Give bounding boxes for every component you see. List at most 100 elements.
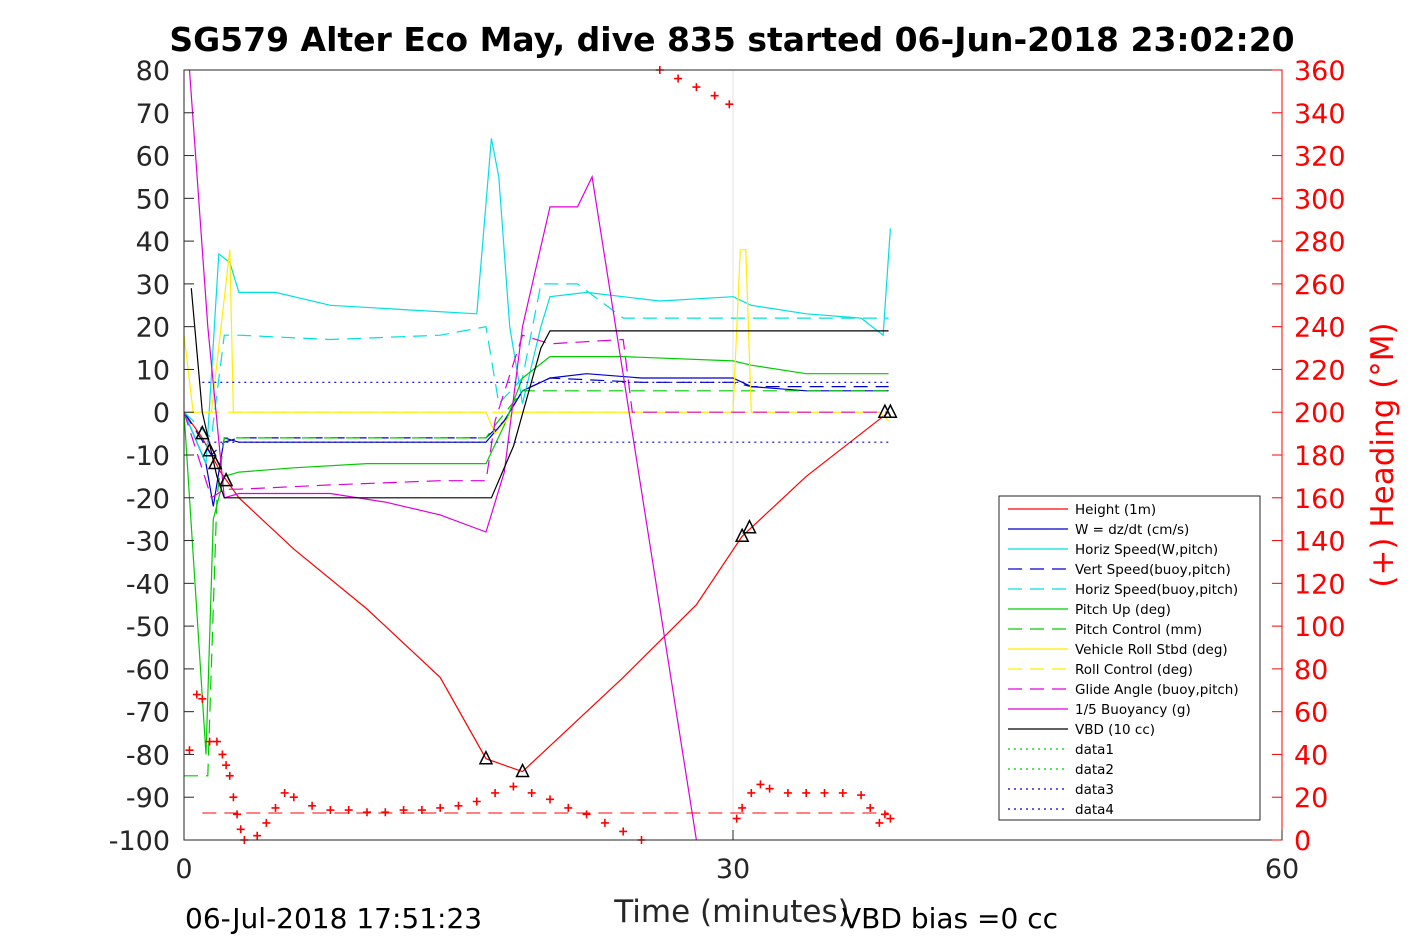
heading-point (271, 803, 280, 812)
legend-label: data3 (1075, 782, 1114, 798)
heading-point (212, 737, 221, 746)
y-right-tick-label: 140 (1294, 527, 1346, 558)
heading-point (185, 746, 194, 755)
event-marker (478, 750, 494, 765)
series-line (183, 334, 889, 499)
heading-point (225, 771, 234, 780)
heading-point (838, 788, 847, 797)
y-left-tick-label: -100 (109, 826, 170, 857)
heading-point (280, 788, 289, 797)
heading-point (218, 750, 227, 759)
heading-point (326, 806, 335, 815)
heading-point (783, 788, 792, 797)
y-left-tick-label: 50 (136, 184, 170, 215)
legend-label: Pitch Control (mm) (1075, 622, 1202, 638)
legend-label: W = dz/dt (cm/s) (1075, 522, 1189, 538)
legend-label: Vehicle Roll Stbd (deg) (1075, 642, 1228, 658)
heading-point (253, 831, 262, 840)
y-left-tick-label: 40 (136, 227, 170, 258)
y-right-tick-label: 260 (1294, 270, 1346, 301)
heading-point (344, 806, 353, 815)
heading-point (546, 795, 554, 804)
series-line (183, 377, 889, 456)
y-right-tick-label: 340 (1294, 99, 1346, 130)
heading-point (308, 801, 317, 810)
heading-point (725, 100, 734, 109)
y-right-tick-label: 160 (1294, 484, 1346, 515)
event-marker (515, 762, 530, 778)
y-right-tick-label: 20 (1294, 783, 1328, 814)
chart-title: SG579 Alter Eco May, dive 835 started 06… (169, 20, 1294, 59)
heading-point (765, 784, 774, 793)
heading-point (229, 793, 238, 802)
legend-label: data4 (1075, 802, 1114, 818)
heading-point (436, 803, 445, 812)
legend-label: Height (1m) (1075, 502, 1156, 518)
y-right-tick-label: 300 (1294, 184, 1346, 215)
event-marker-layer (195, 403, 898, 778)
heading-point (619, 827, 628, 836)
series-line (183, 373, 889, 507)
legend-label: Vert Speed(buoy,pitch) (1075, 562, 1231, 578)
legend-label: VBD (10 cc) (1075, 722, 1155, 738)
legend-box (998, 495, 1261, 821)
heading-point (756, 780, 765, 789)
heading-point (417, 806, 426, 815)
heading-point (198, 694, 207, 703)
y-left-tick-label: -50 (126, 612, 170, 643)
heading-point (710, 91, 719, 100)
series-layer (183, 69, 891, 841)
heading-point (222, 761, 231, 770)
x-axis-label: Time (minutes) (613, 894, 849, 930)
y-left-tick-label: 70 (136, 99, 170, 130)
heading-point (866, 803, 875, 812)
y-right-tick-label: 60 (1294, 698, 1328, 729)
heading-point (600, 818, 609, 827)
y-right-tick-label: 40 (1294, 740, 1328, 771)
y-left-tick-label: 30 (136, 270, 170, 301)
event-marker (218, 471, 234, 487)
y-right-tick-label: 80 (1294, 655, 1328, 686)
heading-point (747, 788, 756, 797)
y-left-tick-label: 10 (136, 355, 170, 386)
y-left-tick-label: -70 (126, 698, 170, 729)
y-right-tick-label: 320 (1294, 142, 1346, 173)
y-right-tick-label: 240 (1294, 313, 1346, 344)
heading-point (886, 814, 895, 823)
x-tick-label: 30 (716, 854, 750, 885)
event-marker (883, 403, 898, 418)
y-left-tick-label: 80 (136, 56, 170, 87)
y-axis-right: 3603403203002802602402202001801601401201… (1272, 56, 1346, 857)
y-right-tick-label: 120 (1294, 569, 1346, 600)
heading-point (399, 806, 408, 815)
heading-point (880, 810, 889, 819)
legend-label: Glide Angle (buoy,pitch) (1075, 682, 1239, 698)
heading-point (236, 825, 245, 834)
y-left-tick-label: -60 (126, 655, 170, 686)
y-left-tick-label: -10 (126, 441, 170, 472)
y-right-tick-label: 180 (1294, 441, 1346, 472)
event-marker (734, 527, 750, 543)
heading-point (692, 83, 701, 92)
heading-point (192, 690, 201, 699)
heading-point (205, 737, 214, 746)
y-right-tick-label: 280 (1294, 227, 1346, 258)
heading-point (875, 818, 884, 827)
y-left-tick-label: -90 (126, 783, 170, 814)
legend: Height (1m) W = dz/dt (cm/s) Horiz Speed(W… (998, 495, 1261, 821)
legend-label: data1 (1075, 742, 1114, 758)
legend-label: data2 (1075, 762, 1114, 778)
footer-date: 06-Jul-2018 17:51:23 (185, 902, 482, 935)
x-tick-label: 60 (1265, 854, 1299, 885)
y-left-tick-label: 60 (136, 142, 170, 173)
heading-point (582, 810, 591, 819)
y-right-tick-label: 100 (1294, 612, 1346, 643)
legend-label: 1/5 Buoyancy (g) (1075, 702, 1191, 718)
footer-vbd-bias: VBD bias =0 cc (842, 902, 1058, 935)
heading-point (509, 782, 518, 791)
legend-label: Horiz Speed(buoy,pitch) (1075, 582, 1238, 598)
y-left-tick-label: -80 (126, 740, 170, 771)
y-left-tick-label: -20 (126, 484, 170, 515)
event-marker (207, 454, 223, 470)
